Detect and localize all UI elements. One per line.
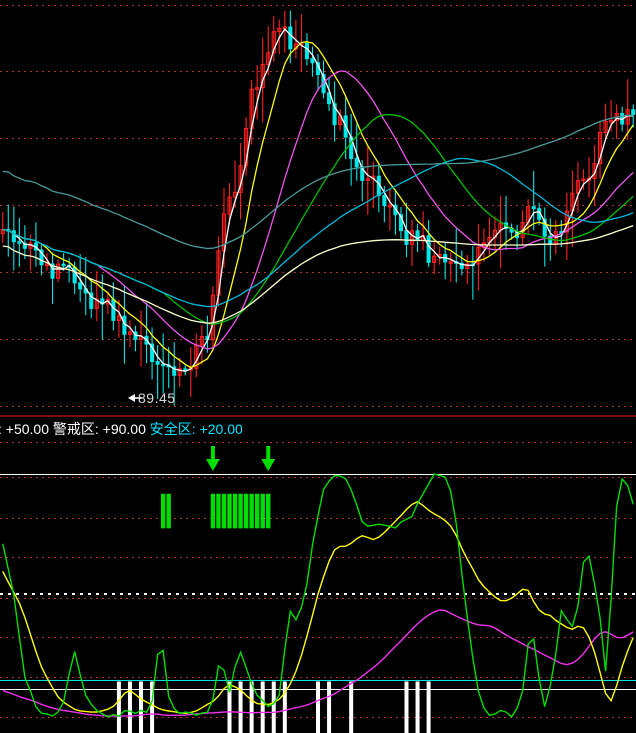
price-gridline bbox=[0, 339, 636, 340]
price-gridline bbox=[0, 406, 636, 407]
upper-white-reference-line bbox=[0, 474, 636, 475]
panel-separator bbox=[0, 415, 636, 417]
indicator-series-layer bbox=[2, 446, 634, 733]
price-gridline bbox=[0, 5, 636, 6]
indicator-gridline bbox=[0, 637, 636, 638]
indicator-gridline bbox=[0, 477, 636, 478]
oscillator-indicator-panel[interactable]: 正点财经炒股指标公式 www.zdcj.net bbox=[0, 441, 636, 733]
indicator-gridline bbox=[0, 557, 636, 558]
price-gridline bbox=[0, 205, 636, 206]
safe-zone-text: 安全区: +20.00 bbox=[149, 421, 243, 437]
indicator-gridline bbox=[0, 442, 636, 443]
indicator-header-text: 界: +50.00 警戒区: +90.00 安全区: +20.00 bbox=[0, 419, 243, 439]
indicator-gridline bbox=[0, 598, 636, 599]
price-annotation-label: 89.45 bbox=[138, 390, 176, 406]
threshold-text: 界: +50.00 bbox=[0, 421, 49, 437]
indicator-header-bar: 界: +50.00 警戒区: +90.00 安全区: +20.00 bbox=[0, 418, 636, 440]
indicator-gridline bbox=[0, 677, 636, 678]
price-pointer-arrow-icon bbox=[128, 394, 142, 402]
cyan-safe-reference-line bbox=[0, 680, 636, 681]
price-series-layer bbox=[0, 10, 636, 406]
warning-zone-text: 警戒区: +90.00 bbox=[52, 421, 150, 437]
price-gridline bbox=[0, 138, 636, 139]
price-gridline bbox=[0, 272, 636, 273]
candlestick-chart-panel[interactable]: 89.45 bbox=[0, 0, 636, 415]
